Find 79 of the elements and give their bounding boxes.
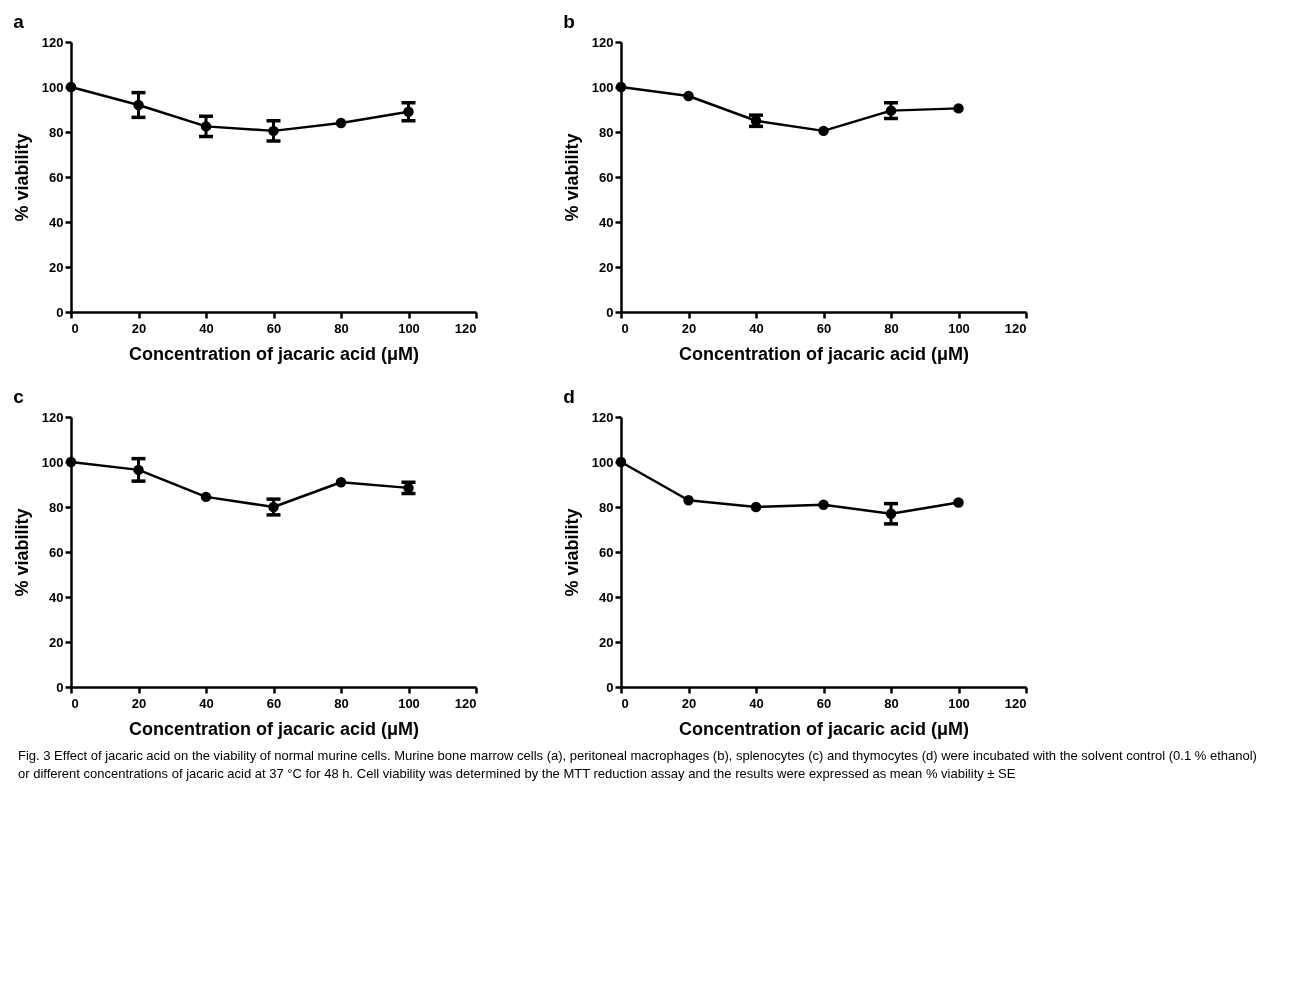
y-tick-label: 20	[599, 259, 614, 275]
x-tick-label: 20	[681, 695, 697, 711]
y-tick-label: 20	[599, 634, 614, 650]
x-tick-label: 20	[131, 695, 147, 711]
y-tick-label: 20	[49, 259, 64, 275]
y-tick-label: 60	[49, 169, 64, 185]
y-tick-label: 100	[591, 454, 614, 470]
y-tick-label: 100	[41, 454, 64, 470]
x-axis-title: Concentration of jacaric acid (μM)	[678, 343, 970, 364]
x-tick-label: 120	[1004, 320, 1027, 336]
point	[953, 103, 964, 114]
point	[683, 90, 694, 102]
x-tick-label: 80	[334, 320, 349, 336]
chart-title: d	[563, 386, 575, 407]
x-tick-label: 60	[266, 320, 282, 336]
y-tick-label: 60	[599, 169, 614, 185]
x-tick-label: 40	[199, 320, 214, 336]
y-tick-label: 60	[599, 544, 614, 560]
point	[818, 499, 829, 510]
x-tick-label: 60	[816, 320, 832, 336]
y-tick-label: 40	[49, 214, 64, 230]
y-tick-label: 120	[41, 34, 64, 50]
point	[818, 125, 829, 137]
y-tick-label: 80	[599, 499, 614, 515]
y-axis-title: % viability	[11, 133, 32, 222]
y-tick-label: 0	[56, 679, 64, 695]
y-axis-title: % viability	[11, 508, 32, 597]
x-tick-label: 120	[1004, 695, 1027, 711]
y-tick-label: 120	[591, 409, 614, 425]
x-tick-label: 40	[199, 695, 214, 711]
x-axis-title: Concentration of jacaric acid (μM)	[678, 718, 970, 739]
x-tick-label: 20	[131, 320, 147, 336]
x-tick-label: 0	[71, 320, 79, 336]
y-tick-label: 100	[41, 79, 64, 95]
y-tick-label: 20	[49, 634, 64, 650]
y-tick-label: 100	[591, 79, 614, 95]
y-tick-label: 0	[56, 304, 64, 320]
point	[200, 491, 212, 503]
y-tick-label: 40	[49, 589, 64, 605]
x-axis-title: Concentration of jacaric acid (μM)	[128, 343, 420, 364]
y-tick-label: 0	[606, 304, 614, 320]
x-tick-label: 60	[816, 695, 832, 711]
chart-title: a	[13, 11, 25, 32]
y-tick-label: 80	[49, 499, 64, 515]
x-tick-label: 0	[621, 320, 629, 336]
y-axis-title: % viability	[561, 508, 582, 597]
point	[750, 501, 762, 513]
x-tick-label: 0	[71, 695, 79, 711]
y-tick-label: 0	[606, 679, 614, 695]
y-tick-label: 80	[49, 124, 64, 140]
point	[335, 117, 347, 129]
x-tick-label: 100	[398, 695, 420, 711]
chart-title: c	[13, 386, 25, 407]
y-axis-title: % viability	[561, 133, 582, 222]
x-tick-label: 80	[884, 695, 899, 711]
x-tick-label: 120	[454, 695, 477, 711]
y-tick-label: 40	[599, 214, 614, 230]
y-tick-label: 60	[49, 544, 64, 560]
y-tick-label: 120	[41, 409, 64, 425]
x-tick-label: 100	[398, 320, 420, 336]
y-tick-label: 120	[591, 34, 614, 50]
x-tick-label: 40	[749, 320, 764, 336]
point	[335, 477, 347, 488]
point	[953, 497, 964, 508]
point	[683, 495, 694, 506]
x-tick-label: 20	[681, 320, 697, 336]
x-tick-label: 0	[621, 695, 629, 711]
x-tick-label: 100	[948, 320, 970, 336]
x-tick-label: 100	[948, 695, 970, 711]
x-tick-label: 80	[884, 320, 899, 336]
chart-title: b	[563, 11, 575, 32]
y-tick-label: 80	[599, 124, 614, 140]
x-axis-title: Concentration of jacaric acid (μM)	[128, 718, 420, 739]
caption: Fig. 3 Effect of jacaric acid on the viability of normal murine cells. Murine bone marrow cells (a), peritoneal macrophages (b), splenocytes (c) and thymocytes (d) were incubated with the solvent control (0.1 % ethanol) or different concentrations of jacaric acid at 37 °C for 48 h. Cell viability was determined by the MTT reduction assay and the results were expressed as mean % viability ± SE	[18, 747, 1258, 783]
x-tick-label: 60	[266, 695, 282, 711]
x-tick-label: 120	[454, 320, 477, 336]
x-tick-label: 80	[334, 695, 349, 711]
x-tick-label: 40	[749, 695, 764, 711]
y-tick-label: 40	[599, 589, 614, 605]
